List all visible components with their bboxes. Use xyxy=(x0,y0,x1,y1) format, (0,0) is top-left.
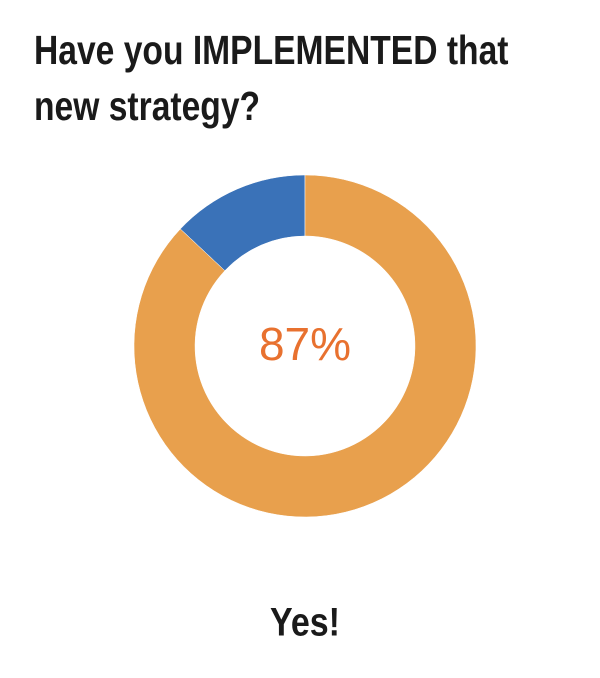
center-label: 87% xyxy=(259,318,351,370)
caption: Yes! xyxy=(270,599,340,644)
slice xyxy=(133,174,477,518)
chart-title: Have you IMPLEMENTED that new strategy? xyxy=(34,27,509,129)
